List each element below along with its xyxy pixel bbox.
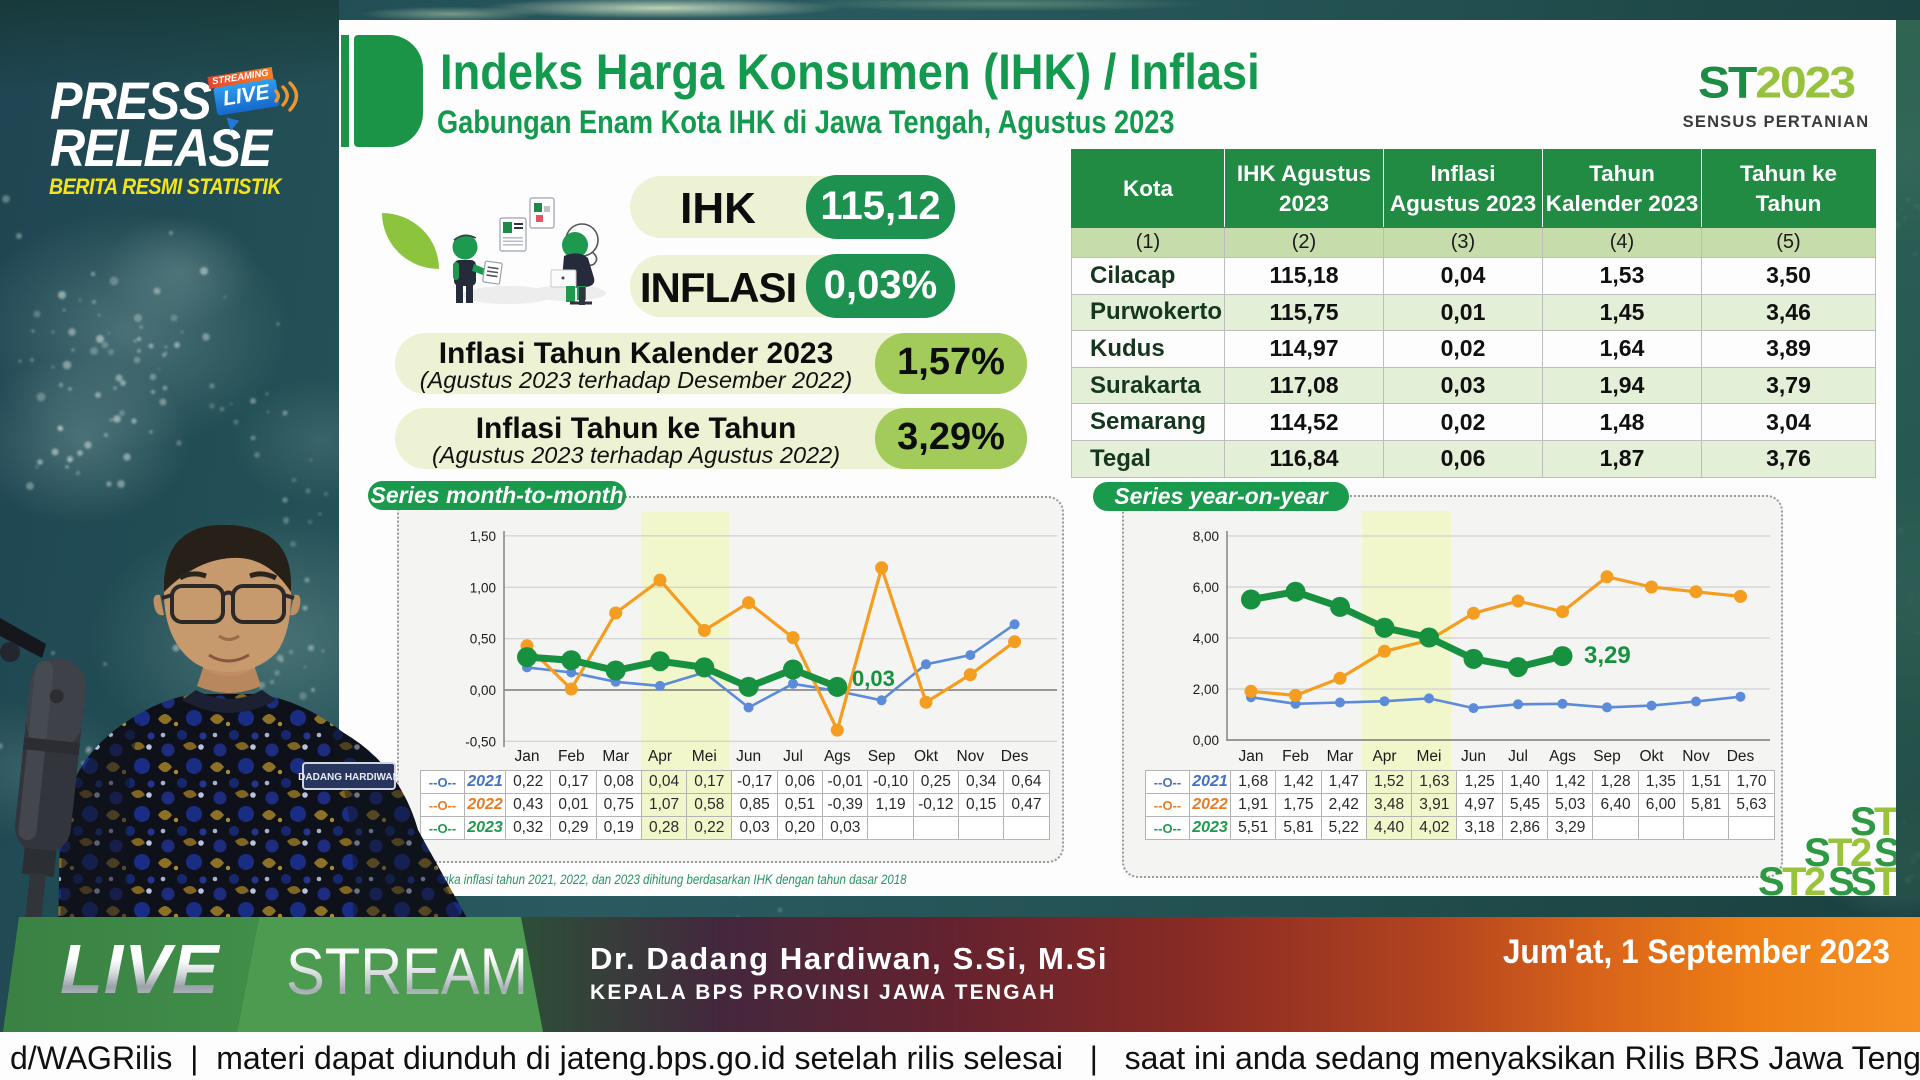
- svg-text:4,00: 4,00: [1193, 631, 1219, 646]
- svg-text:Mei: Mei: [1417, 748, 1442, 765]
- svg-text:2: 2: [1804, 860, 1825, 896]
- svg-text:Nov: Nov: [957, 748, 985, 765]
- svg-text:T: T: [1874, 860, 1896, 896]
- svg-text:Apr: Apr: [648, 748, 672, 765]
- svg-text:1,00: 1,00: [470, 580, 496, 595]
- svg-text:Sep: Sep: [1593, 748, 1621, 765]
- svg-text:Jun: Jun: [1461, 748, 1486, 765]
- svg-text:Okt: Okt: [1639, 748, 1664, 765]
- svg-text:Okt: Okt: [914, 748, 939, 765]
- svg-text:2,00: 2,00: [1193, 682, 1219, 697]
- svg-text:Ags: Ags: [824, 748, 851, 765]
- svg-text:S: S: [1758, 860, 1784, 896]
- svg-text:6,00: 6,00: [1193, 580, 1219, 595]
- svg-text:Mar: Mar: [602, 748, 629, 765]
- svg-text:DADANG HARDIWAN: DADANG HARDIWAN: [298, 772, 400, 783]
- svg-text:Feb: Feb: [558, 748, 585, 765]
- svg-text:Ags: Ags: [1549, 748, 1576, 765]
- svg-text:0,00: 0,00: [1193, 733, 1219, 748]
- svg-text:0,03: 0,03: [852, 666, 895, 691]
- svg-text:Jan: Jan: [1239, 748, 1264, 765]
- svg-text:0,50: 0,50: [470, 632, 496, 647]
- svg-text:Jul: Jul: [1508, 748, 1528, 765]
- svg-text:Apr: Apr: [1372, 748, 1396, 765]
- svg-text:T: T: [1782, 860, 1806, 896]
- svg-text:Feb: Feb: [1282, 748, 1309, 765]
- svg-text:Jul: Jul: [783, 748, 803, 765]
- svg-text:Mei: Mei: [692, 748, 717, 765]
- svg-text:S: S: [1850, 860, 1876, 896]
- svg-text:Mar: Mar: [1327, 748, 1354, 765]
- svg-text:3,29: 3,29: [1584, 642, 1631, 669]
- svg-text:-0,50: -0,50: [465, 734, 496, 749]
- svg-text:1,50: 1,50: [470, 529, 496, 544]
- svg-text:8,00: 8,00: [1193, 529, 1219, 544]
- svg-text:Jun: Jun: [736, 748, 761, 765]
- svg-text:0,00: 0,00: [470, 683, 496, 698]
- svg-text:T: T: [1874, 803, 1896, 844]
- svg-text:Des: Des: [1001, 748, 1029, 765]
- svg-text:Des: Des: [1727, 748, 1755, 765]
- svg-text:Sep: Sep: [868, 748, 896, 765]
- svg-text:Nov: Nov: [1682, 748, 1710, 765]
- svg-text:Jan: Jan: [515, 748, 540, 765]
- svg-text:S: S: [1874, 831, 1896, 875]
